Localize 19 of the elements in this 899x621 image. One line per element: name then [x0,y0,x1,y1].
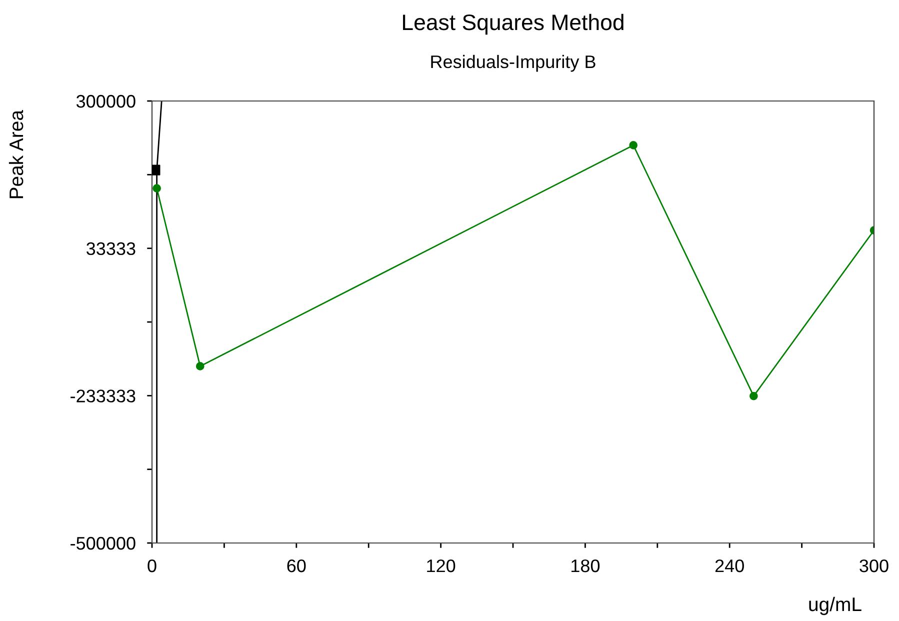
x-tick-label: 300 [860,559,888,572]
point [196,362,204,370]
y-tick-label: 33333 [86,242,136,256]
x-tick-label: 0 [148,559,156,572]
x-tick-label: 120 [427,559,456,572]
chart-title: Least Squares Method [403,14,624,35]
y-tick-label: -233333 [70,390,136,402]
y-axis-title: Peak Area [8,110,24,198]
x-axis-title: ug/mL [809,596,862,616]
x-tick-label: 180 [572,559,600,572]
point [152,164,160,176]
point [750,392,758,400]
point [629,141,638,150]
x-tick-label: 240 [715,559,744,572]
x-tick-label: 60 [287,559,306,572]
y-tick-label: -500000 [70,536,136,550]
point [152,184,161,192]
y-tick-label: 300000 [76,94,136,108]
chart-subtitle: Residuals-Impurity B [431,54,596,72]
